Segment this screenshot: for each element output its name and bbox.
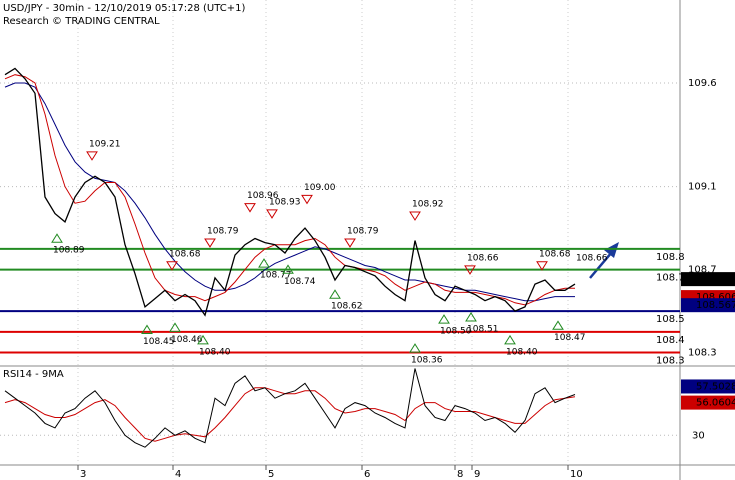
y-tick-label: 109.1 <box>688 182 717 193</box>
low-label: 108.74 <box>284 277 316 287</box>
high-marker <box>409 211 421 221</box>
x-tick-label: 4 <box>175 469 181 480</box>
slow-ma-value <box>681 298 735 313</box>
rsi-ma <box>4 387 576 442</box>
low-label: 108.46 <box>171 335 203 345</box>
low-marker <box>329 289 341 299</box>
high-marker <box>464 265 476 275</box>
low-label: 108.77 <box>260 271 292 281</box>
low-marker <box>438 314 450 324</box>
high-marker <box>166 261 178 271</box>
low-marker <box>409 343 421 353</box>
low-marker <box>169 322 181 332</box>
rsi-label: RSI14 - 9MA <box>3 369 64 380</box>
low-label: 108.45 <box>143 337 175 347</box>
high-label: 108.68 <box>539 249 571 259</box>
low-marker <box>552 320 564 330</box>
rsi-ma-value <box>681 395 735 410</box>
high-marker <box>301 194 313 205</box>
low-label: 108.51 <box>467 325 499 335</box>
price-line <box>4 67 576 317</box>
low-marker <box>504 334 516 345</box>
low-marker <box>282 264 294 274</box>
chart-title: USD/JPY - 30min - 12/10/2019 05:17:28 (U… <box>3 3 245 14</box>
low-label: 108.50 <box>440 327 472 337</box>
level-label: 108.7 <box>656 273 685 284</box>
low-marker <box>258 258 270 268</box>
high-label: 109.00 <box>304 183 336 193</box>
x-tick-label: 10 <box>570 469 583 480</box>
level-label: 108.8 <box>656 252 685 263</box>
last-price <box>681 272 735 287</box>
high-marker <box>266 209 278 219</box>
low-label: 108.47 <box>554 333 586 343</box>
rsi-value <box>681 379 735 394</box>
high-marker <box>536 261 548 271</box>
high-label: 108.66 <box>576 253 608 263</box>
x-tick-label: 9 <box>474 469 480 480</box>
high-label: 109.21 <box>89 139 121 149</box>
high-marker <box>86 151 98 161</box>
low-label: 108.40 <box>506 347 538 357</box>
high-label: 108.92 <box>412 199 444 209</box>
high-label: 108.66 <box>467 253 499 263</box>
level-label: 108.5 <box>656 314 685 325</box>
level-label: 108.4 <box>656 335 685 346</box>
low-label: 108.40 <box>199 347 231 357</box>
x-tick-label: 6 <box>364 469 370 480</box>
y-tick-label: 108.7 <box>688 265 717 276</box>
rsi-line <box>4 368 576 448</box>
fast-ma-value-label: 108.606 <box>696 292 735 303</box>
rsi-ma-value-label: 56.0604 <box>696 398 735 409</box>
y-tick-label: 30 <box>692 430 705 441</box>
x-tick-label: 3 <box>80 469 86 480</box>
level-label: 108.3 <box>656 356 685 367</box>
high-label: 108.93 <box>269 197 301 207</box>
high-label: 108.79 <box>347 226 379 236</box>
low-label: 108.62 <box>331 302 363 312</box>
high-label: 108.96 <box>247 191 279 201</box>
x-tick-label: 5 <box>268 469 274 480</box>
high-marker <box>344 238 356 248</box>
slow-ma-value-label: 108.567 <box>696 300 735 311</box>
high-marker <box>204 238 216 248</box>
last-price-label: 108.63 <box>696 274 731 285</box>
high-marker <box>244 203 256 213</box>
y-tick-label: 108.3 <box>688 348 717 359</box>
y-tick-label: 109.6 <box>688 78 717 89</box>
chart-subtitle: Research © TRADING CENTRAL <box>3 16 160 27</box>
x-tick-label: 8 <box>457 469 463 480</box>
low-label: 108.36 <box>411 356 443 366</box>
rsi-value-label: 57.5028 <box>696 381 735 392</box>
low-marker <box>51 233 63 243</box>
low-marker <box>141 324 153 334</box>
trend-arrow <box>589 251 613 279</box>
high-label: 108.79 <box>207 226 239 236</box>
high-label: 108.68 <box>169 249 201 259</box>
low-marker <box>465 312 477 322</box>
trend-arrow-head <box>604 242 619 258</box>
low-marker <box>197 334 209 345</box>
low-label: 108.89 <box>53 246 85 256</box>
